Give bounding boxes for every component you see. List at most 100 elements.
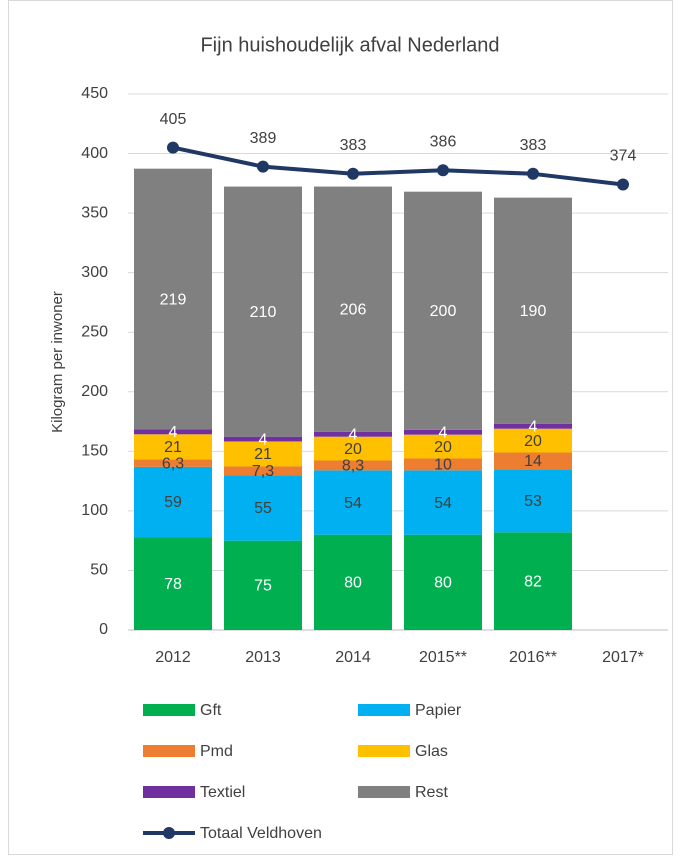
line-marker <box>437 164 449 177</box>
legend-swatch <box>163 827 175 839</box>
y-tick-label: 200 <box>81 383 108 400</box>
bar-segment <box>134 429 212 435</box>
bar-segment <box>224 441 302 467</box>
data-label: 389 <box>250 130 277 147</box>
data-label: 383 <box>520 137 547 154</box>
data-label: 405 <box>160 111 187 128</box>
legend-label: Papier <box>415 702 462 719</box>
legend-swatch <box>358 704 410 716</box>
line <box>172 145 624 187</box>
legend-label: Totaal Veldhoven <box>200 825 322 842</box>
data-label: 55 <box>254 500 272 517</box>
chart-title: Fijn huishoudelijk afval Nederland <box>200 34 499 56</box>
bar-segment <box>404 470 482 535</box>
bar-segment <box>224 475 302 541</box>
bar-segment <box>494 469 572 533</box>
bar-segment <box>134 434 212 460</box>
legend-label: Gft <box>200 702 222 719</box>
x-tick-label: 2013 <box>245 649 281 666</box>
bar-segment <box>134 466 212 538</box>
y-tick-label: 0 <box>99 621 108 638</box>
data-label: 219 <box>160 291 187 308</box>
bar-segment <box>134 168 212 430</box>
legend-swatch <box>143 704 195 716</box>
data-label: 21 <box>254 446 272 463</box>
bar-segment <box>224 436 302 442</box>
data-label: 80 <box>344 575 362 592</box>
y-tick-label: 100 <box>81 502 108 519</box>
bar-segment <box>494 452 572 470</box>
legend-label: Rest <box>415 784 448 801</box>
data-label: 374 <box>610 148 637 165</box>
data-label: 75 <box>254 578 272 595</box>
data-label: 210 <box>250 304 277 321</box>
bar-segment <box>494 428 572 453</box>
data-label: 20 <box>344 441 362 458</box>
y-axis-title: Kilogram per inwoner <box>49 291 66 433</box>
y-tick-label: 450 <box>81 85 108 102</box>
bar-segment <box>404 429 482 435</box>
bar-segment <box>404 534 482 630</box>
x-tick-label: 2015** <box>419 649 467 666</box>
data-label: 4 <box>349 427 358 444</box>
data-label: 6,3 <box>162 455 184 472</box>
bar-segment <box>404 458 482 471</box>
bar-segment <box>314 436 392 461</box>
y-tick-label: 150 <box>81 443 108 460</box>
data-label: 190 <box>520 303 547 320</box>
line-marker <box>527 167 539 180</box>
data-label: 10 <box>434 457 452 474</box>
legend-swatch <box>358 745 410 757</box>
data-label: 200 <box>430 303 457 320</box>
line-marker <box>167 141 179 154</box>
data-label: 21 <box>164 439 182 456</box>
data-label: 82 <box>524 573 542 590</box>
data-label: 4 <box>259 431 268 448</box>
bar-segment <box>494 532 572 630</box>
x-tick-label: 2014 <box>335 649 371 666</box>
bar-segment <box>314 460 392 471</box>
y-tick-label: 50 <box>90 562 108 579</box>
legend-label: Pmd <box>200 743 233 760</box>
data-label: 4 <box>529 419 538 436</box>
line-marker <box>257 160 269 173</box>
data-label: 54 <box>434 495 452 512</box>
data-label: 383 <box>340 137 367 154</box>
bar-segment <box>494 423 572 429</box>
y-tick-label: 250 <box>81 323 108 340</box>
x-tick-label: 2016** <box>509 649 557 666</box>
bar-segment <box>404 434 482 459</box>
data-label: 206 <box>340 301 367 318</box>
data-label: 8,3 <box>342 458 364 475</box>
data-label: 80 <box>434 575 452 592</box>
data-label: 53 <box>524 493 542 510</box>
bar-segment <box>224 466 302 476</box>
bar-segment <box>224 540 302 630</box>
data-label: 4 <box>439 424 448 441</box>
data-label: 7,3 <box>252 463 274 480</box>
line-marker <box>347 167 359 180</box>
y-tick-label: 350 <box>81 204 108 221</box>
y-tick-label: 300 <box>81 264 108 281</box>
data-label: 14 <box>524 453 542 470</box>
x-tick-label: 2012 <box>155 649 191 666</box>
data-label: 386 <box>430 133 457 150</box>
data-label: 4 <box>169 424 178 441</box>
bar-segment <box>314 186 392 432</box>
legend-swatch <box>358 786 410 798</box>
bar-segment <box>314 470 392 535</box>
bar-segment <box>314 534 392 630</box>
data-label: 78 <box>164 576 182 593</box>
line-marker <box>617 178 629 191</box>
data-label: 59 <box>164 494 182 511</box>
bar-segment <box>494 197 572 424</box>
bar-segment <box>404 191 482 430</box>
bar-segment <box>134 459 212 467</box>
legend-label: Textiel <box>200 784 245 801</box>
legend-swatch <box>143 786 195 798</box>
legend-swatch <box>143 745 195 757</box>
data-label: 20 <box>524 433 542 450</box>
data-label: 20 <box>434 439 452 456</box>
x-tick-label: 2017* <box>602 649 644 666</box>
